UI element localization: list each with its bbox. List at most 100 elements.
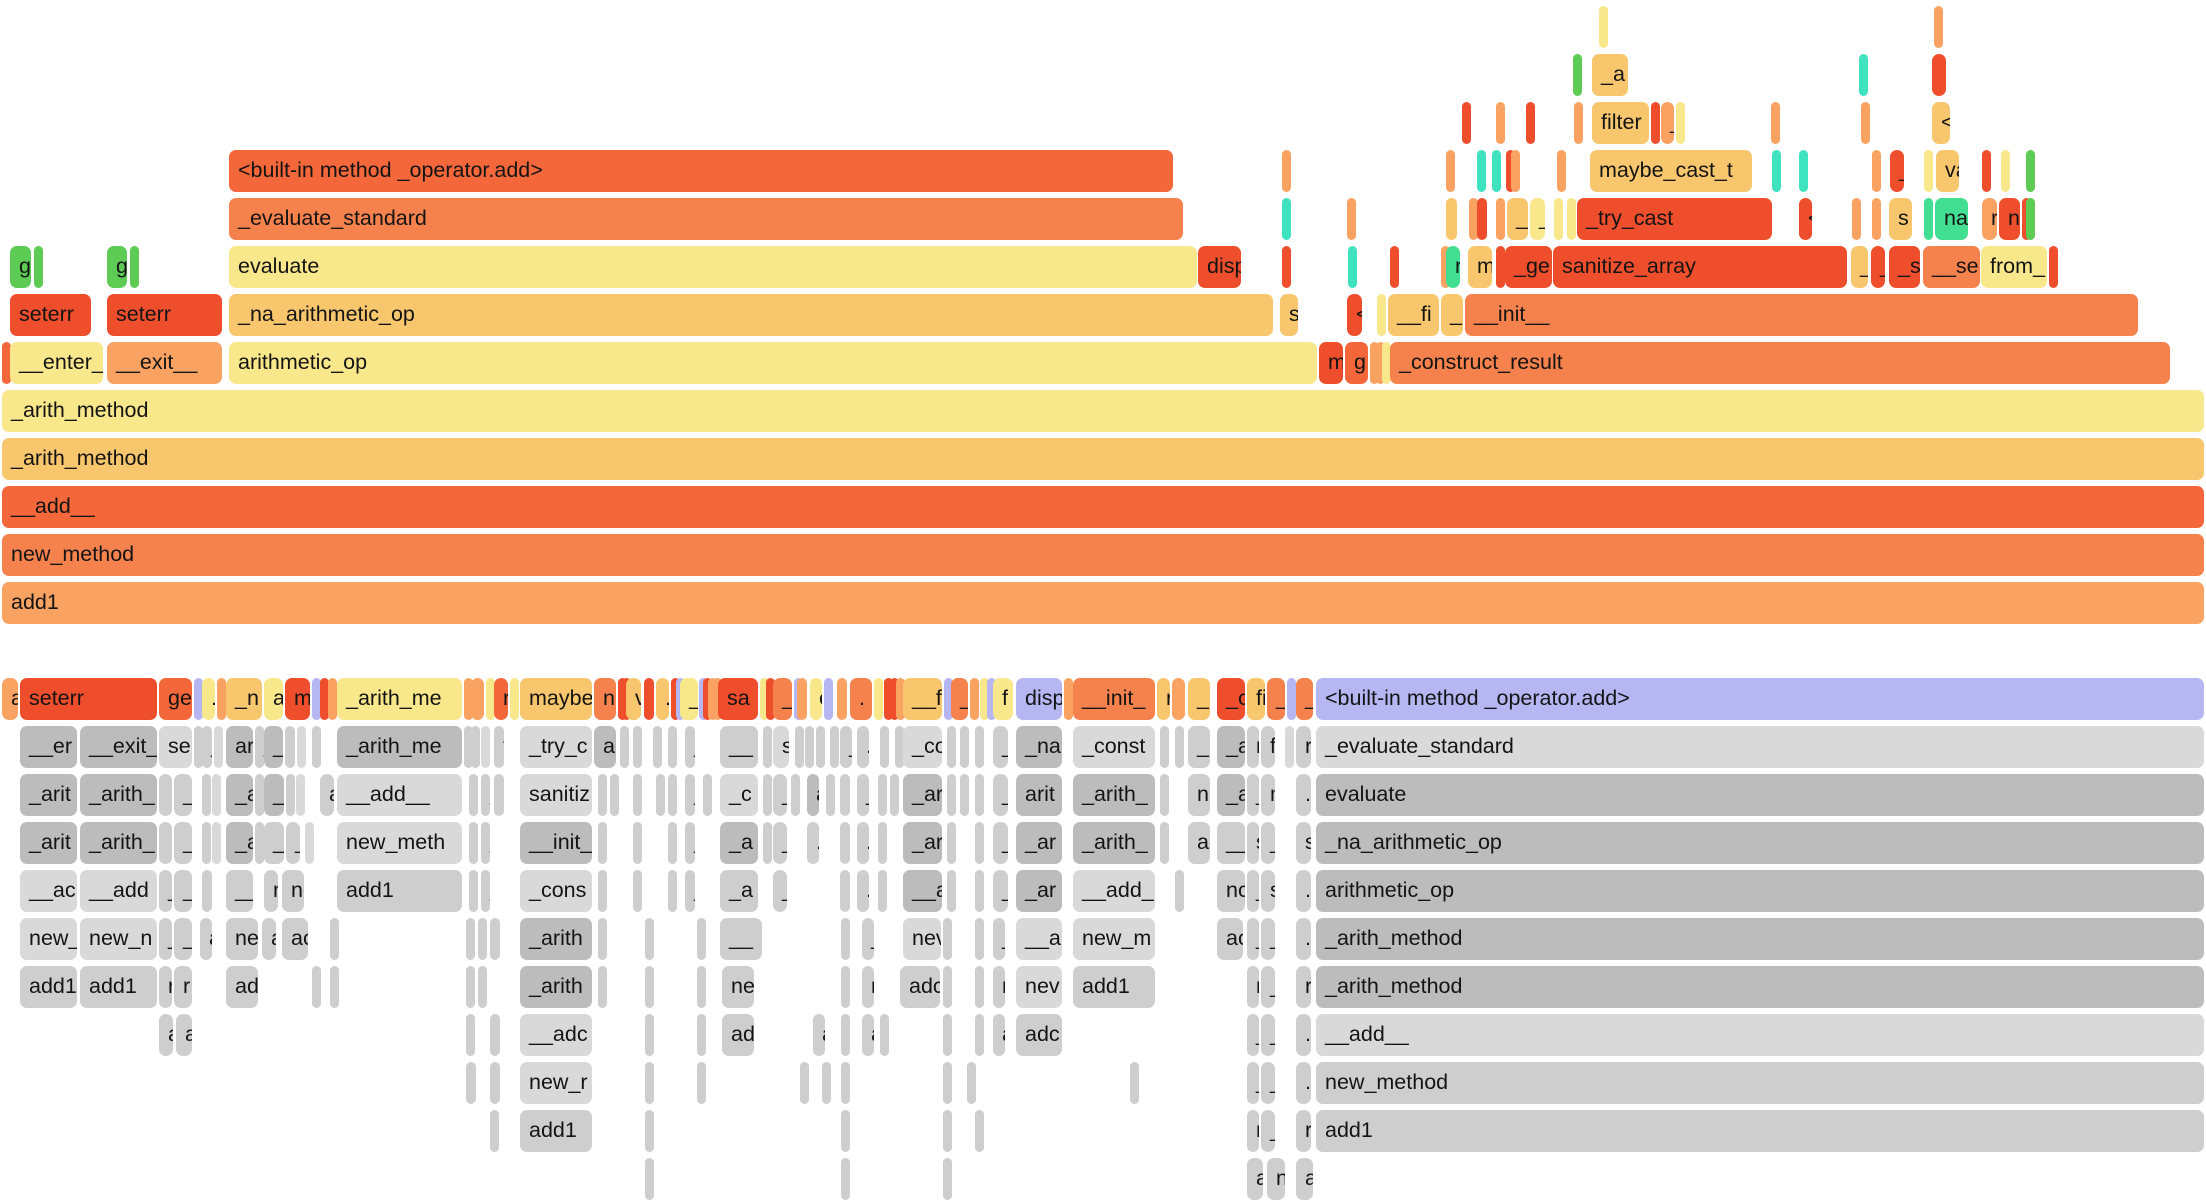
frame-bar[interactable]: r [490, 1014, 500, 1056]
frame-bar[interactable]: . [857, 822, 869, 864]
frame-bar[interactable]: _arit [20, 774, 77, 816]
frame-bar[interactable] [2001, 150, 2010, 192]
frame-bar[interactable] [1872, 198, 1881, 240]
frame-bar[interactable] [880, 1014, 889, 1056]
frame-bar[interactable] [1573, 54, 1582, 96]
frame-bar[interactable] [1175, 870, 1184, 912]
frame-bar[interactable]: new_ [20, 918, 77, 960]
frame-bar[interactable]: nc [282, 870, 304, 912]
frame-bar[interactable] [471, 726, 480, 768]
frame-bar[interactable]: _evaluate_standard [1316, 726, 2204, 768]
frame-bar[interactable] [1932, 54, 1946, 96]
frame-bar[interactable]: _arith_ [1073, 822, 1155, 864]
frame-bar[interactable]: __a [1016, 918, 1062, 960]
frame-bar[interactable] [1347, 198, 1356, 240]
frame-bar[interactable]: __ [720, 918, 762, 960]
frame-bar[interactable]: _ [174, 774, 192, 816]
frame-bar[interactable]: . [1160, 726, 1169, 768]
frame-bar[interactable]: ne [722, 966, 754, 1008]
frame-bar[interactable] [1567, 198, 1576, 240]
frame-bar[interactable] [1924, 198, 1933, 240]
frame-bar[interactable]: <built-in method _operator.add> [229, 150, 1173, 192]
frame-bar[interactable]: evaluate [229, 246, 1197, 288]
frame-bar[interactable]: n [1247, 1110, 1259, 1152]
frame-bar[interactable]: _arith_me [337, 678, 462, 720]
frame-bar[interactable] [763, 822, 772, 864]
frame-bar[interactable] [824, 678, 833, 720]
frame-bar[interactable] [1462, 102, 1471, 144]
frame-bar[interactable]: a [200, 918, 212, 960]
frame-bar[interactable] [2049, 246, 2058, 288]
frame-bar[interactable]: _arith_ [1073, 774, 1155, 816]
frame-bar[interactable]: _ar [1016, 870, 1062, 912]
frame-bar[interactable] [763, 726, 772, 768]
frame-bar[interactable]: _const [1073, 726, 1155, 768]
frame-bar[interactable]: _ [1261, 1014, 1275, 1056]
frame-bar[interactable] [490, 1110, 499, 1152]
frame-bar[interactable] [2, 342, 11, 384]
frame-bar[interactable] [1651, 102, 1660, 144]
frame-bar[interactable]: _ [993, 774, 1008, 816]
frame-bar[interactable]: n [1247, 966, 1259, 1008]
frame-bar[interactable] [878, 822, 887, 864]
frame-bar[interactable]: r [159, 966, 172, 1008]
frame-bar[interactable] [305, 822, 314, 864]
frame-bar[interactable]: r [1982, 198, 1997, 240]
frame-bar[interactable]: _ [159, 870, 172, 912]
frame-bar[interactable]: . [510, 678, 519, 720]
frame-bar[interactable]: add1 [1316, 1110, 2204, 1152]
frame-bar[interactable] [610, 774, 619, 816]
frame-bar[interactable] [598, 870, 607, 912]
frame-bar[interactable] [1982, 150, 1991, 192]
frame-bar[interactable]: r [174, 966, 192, 1008]
frame-bar[interactable] [296, 774, 305, 816]
frame-bar[interactable]: . [633, 822, 642, 864]
frame-bar[interactable] [1130, 1062, 1139, 1104]
frame-bar[interactable]: . [1160, 822, 1169, 864]
frame-bar[interactable]: maybe [520, 678, 592, 720]
frame-bar[interactable] [464, 678, 473, 720]
frame-bar[interactable]: ad [722, 1014, 754, 1056]
frame-bar[interactable]: seterr [107, 294, 222, 336]
frame-bar[interactable]: r [862, 966, 874, 1008]
frame-bar[interactable] [841, 1158, 850, 1200]
frame-bar[interactable] [645, 966, 654, 1008]
frame-bar[interactable] [1599, 6, 1608, 48]
frame-bar[interactable]: < [1347, 294, 1362, 336]
frame-bar[interactable]: n [1247, 726, 1259, 768]
frame-bar[interactable] [791, 774, 800, 816]
frame-bar[interactable]: . [857, 870, 869, 912]
frame-bar[interactable]: _ [174, 822, 192, 864]
frame-bar[interactable]: _ [1247, 1014, 1259, 1056]
frame-bar[interactable] [841, 1014, 850, 1056]
frame-bar[interactable]: a [159, 1014, 173, 1056]
frame-bar[interactable]: evaluate [1316, 774, 2204, 816]
frame-bar[interactable] [975, 726, 984, 768]
frame-bar[interactable] [1064, 678, 1073, 720]
frame-bar[interactable]: n [993, 966, 1005, 1008]
frame-bar[interactable]: __enter__ [10, 342, 103, 384]
frame-bar[interactable]: _ [1661, 102, 1674, 144]
frame-bar[interactable]: add1 [80, 966, 157, 1008]
frame-bar[interactable] [656, 774, 665, 816]
frame-bar[interactable]: _ [481, 870, 490, 912]
frame-bar[interactable]: . [202, 774, 211, 816]
frame-bar[interactable] [1496, 198, 1505, 240]
frame-bar[interactable] [1446, 198, 1457, 240]
frame-bar[interactable]: n [594, 678, 616, 720]
frame-bar[interactable] [214, 726, 223, 768]
frame-bar[interactable] [598, 918, 607, 960]
frame-bar[interactable]: . [469, 870, 478, 912]
frame-bar[interactable]: . [469, 822, 478, 864]
frame-bar[interactable] [159, 822, 172, 864]
frame-bar[interactable]: _ [1247, 918, 1259, 960]
frame-bar[interactable]: _evaluate_standard [229, 198, 1183, 240]
frame-bar[interactable]: arithmetic_op [1316, 870, 2204, 912]
frame-bar[interactable] [884, 678, 893, 720]
frame-bar[interactable]: add1 [337, 870, 462, 912]
frame-bar[interactable]: new_method [2, 534, 2204, 576]
frame-bar[interactable]: add1 [520, 1110, 592, 1152]
frame-bar[interactable] [943, 1158, 952, 1200]
frame-bar[interactable] [494, 774, 504, 816]
frame-bar[interactable]: _na_arithmetic_op [229, 294, 1273, 336]
